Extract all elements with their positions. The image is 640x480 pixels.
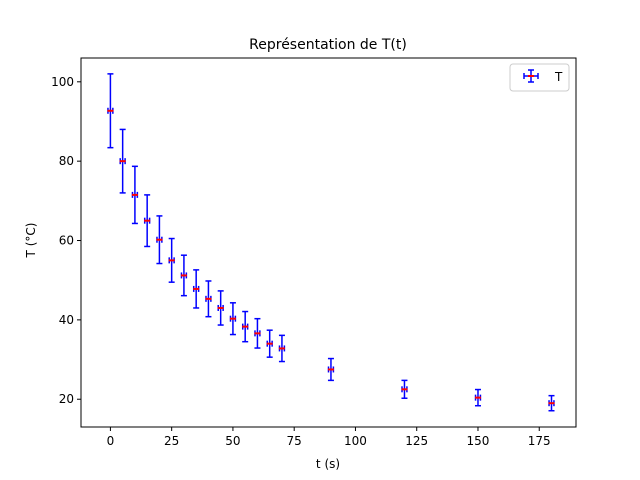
data-point <box>241 310 249 343</box>
y-tick-label: 80 <box>59 154 74 168</box>
legend-label: T <box>554 70 563 84</box>
data-point <box>327 357 335 382</box>
data-point <box>143 194 151 248</box>
data-point <box>266 329 273 358</box>
legend-marker <box>523 69 539 83</box>
data-point <box>168 237 175 283</box>
data-point <box>229 302 237 336</box>
data-point <box>217 290 224 326</box>
x-tick-label: 75 <box>287 434 302 448</box>
y-tick-label: 100 <box>51 75 74 89</box>
data-point <box>131 165 139 225</box>
y-tick-label: 40 <box>59 313 74 327</box>
x-tick-label: 25 <box>164 434 179 448</box>
data-point <box>156 215 163 265</box>
x-tick-label: 175 <box>528 434 551 448</box>
data-point <box>474 388 482 407</box>
y-axis: 20 40 60 80 100 <box>51 75 81 406</box>
data-point <box>548 394 555 412</box>
data-point <box>278 334 286 363</box>
y-axis-label: T (°C) <box>24 223 38 259</box>
data-point <box>180 254 188 297</box>
x-tick-label: 0 <box>107 434 115 448</box>
axes-frame <box>80 57 577 428</box>
legend: T <box>509 63 570 92</box>
x-tick-label: 50 <box>225 434 240 448</box>
data-point <box>254 317 261 349</box>
data-point <box>119 128 126 194</box>
data-point <box>107 73 114 149</box>
data-point <box>401 379 408 399</box>
x-axis-label: t (s) <box>316 457 340 471</box>
x-tick-label: 150 <box>467 434 490 448</box>
legend-box <box>509 63 570 92</box>
y-tick-label: 20 <box>59 392 74 406</box>
x-tick-label: 100 <box>344 434 367 448</box>
y-tick-label: 60 <box>59 234 74 248</box>
data-point <box>192 269 200 309</box>
x-axis: 0 25 50 75 100 125 150 175 <box>107 427 551 448</box>
x-tick-label: 125 <box>405 434 428 448</box>
chart-title: Représentation de T(t) <box>249 37 407 53</box>
series-layer <box>107 73 555 412</box>
data-point <box>205 280 212 318</box>
